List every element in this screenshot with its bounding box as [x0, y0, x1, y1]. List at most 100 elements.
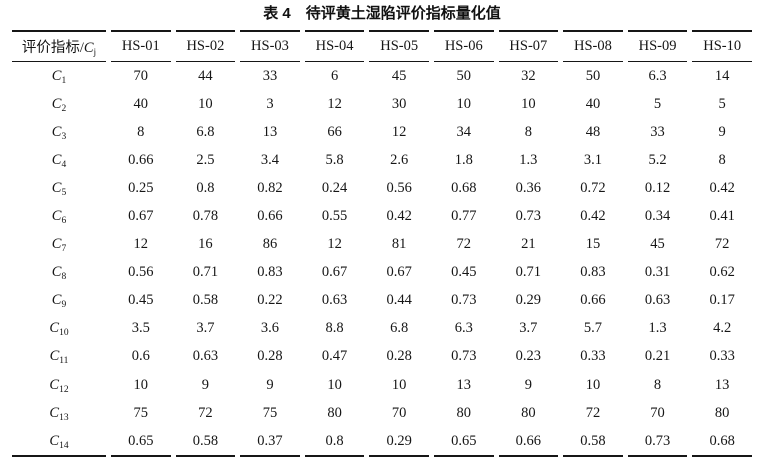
cell-value: 13	[456, 376, 472, 393]
cell-value: 0.65	[433, 427, 494, 458]
cell-value: 16	[198, 236, 213, 253]
cell-value: 0.12	[644, 179, 671, 196]
cell-value: 0.24	[321, 179, 348, 196]
cell-value: 0.45	[451, 264, 477, 281]
cell-value: 0.68	[692, 427, 752, 458]
indicator-symbol: C	[51, 151, 62, 168]
header-cell-sample: HS-06	[433, 30, 494, 62]
cell-value: 0.66	[128, 151, 154, 168]
cell-value: 8	[137, 123, 145, 140]
cell-value: 9	[201, 376, 210, 393]
cell-value: 70	[133, 67, 149, 84]
indicator-subscript: 4	[61, 159, 67, 170]
table-row: C5 0.25 0.8 0.82 0.24 0.56 0.68 0.36 0.72 0.12 0.4…	[12, 174, 752, 202]
cell-value: 0.67	[321, 264, 348, 281]
indicator-subscript: 9	[61, 300, 67, 311]
cell-value: 50	[585, 67, 601, 84]
cell-value: 6.3	[454, 320, 473, 337]
cell-value: 80	[327, 404, 342, 421]
cell-value: 33	[262, 67, 278, 84]
cell-value: 1.3	[648, 320, 667, 337]
indicator-symbol: C	[51, 123, 62, 140]
cell-value: 8	[718, 151, 726, 168]
cell-value: 5	[718, 95, 726, 112]
cell-value: 0.25	[128, 179, 154, 196]
row-indicator-label: C1	[12, 62, 106, 90]
indicator-symbol: C	[51, 236, 62, 253]
cell-value: 12	[133, 236, 149, 253]
cell-value: 66	[327, 123, 342, 140]
table-row: C1 70 44 33 6 45 50 32 50 6.3 14	[12, 62, 752, 90]
cell-value: 0.42	[386, 208, 412, 225]
indicator-symbol: C	[51, 264, 62, 281]
cell-value: 0.63	[192, 348, 219, 365]
cell-value: 10	[327, 376, 342, 393]
indicator-symbol: C	[51, 95, 62, 112]
table-row: C12 10 9 9 10 10 13 9 10 8 13	[12, 371, 752, 399]
cell-value: 6	[330, 67, 339, 84]
row-indicator-label: C8	[12, 259, 106, 287]
indicator-subscript: 14	[59, 440, 69, 451]
cell-value: 21	[521, 236, 536, 253]
cell-value: 3.7	[196, 320, 215, 337]
row-indicator-label: C11	[12, 343, 106, 371]
row-indicator-label: C9	[12, 287, 106, 315]
quantified-values-table: 评价指标/Cj HS-01 HS-02 HS-03 HS-04 HS-05 HS-06 HS…	[7, 30, 757, 458]
cell-value: 12	[327, 236, 342, 253]
cell-value: 0.33	[580, 348, 606, 365]
cell-value: 12	[327, 95, 342, 112]
cell-value: 0.55	[321, 208, 348, 225]
cell-value: 48	[585, 123, 601, 140]
indicator-subscript: 3	[61, 131, 67, 142]
cell-value: 45	[391, 67, 407, 84]
cell-value: 1.8	[454, 151, 473, 168]
cell-value: 0.28	[257, 348, 283, 365]
cell-value: 0.6	[131, 348, 150, 365]
cell-value: 75	[133, 404, 149, 421]
cell-value: 15	[585, 236, 601, 253]
cell-value: 9	[718, 123, 726, 140]
cell-value: 0.58	[175, 427, 236, 458]
cell-value: 0.44	[386, 292, 412, 309]
cell-value: 70	[650, 404, 665, 421]
cell-value: 10	[585, 376, 601, 393]
header-row: 评价指标/Cj HS-01 HS-02 HS-03 HS-04 HS-05 HS-06 HS…	[12, 30, 752, 62]
cell-value: 0.58	[192, 292, 219, 309]
cell-value: 0.29	[515, 292, 542, 309]
indicator-subscript: 1	[61, 75, 67, 86]
table-body: C1 70 44 33 6 45 50 32 50 6.3 14 C2 40 10 3 12 30 10 10 40 5…	[12, 62, 752, 458]
header-cell-indicator: 评价指标/Cj	[12, 30, 106, 62]
cell-value: 0.62	[709, 264, 735, 281]
header-cell-sample: HS-10	[692, 30, 752, 62]
cell-value: 12	[391, 123, 407, 140]
cell-value: 0.71	[515, 264, 542, 281]
cell-value: 40	[585, 95, 601, 112]
table-row: C13 75 72 75 80 70 80 80 72 70 80	[12, 399, 752, 427]
cell-value: 0.65	[111, 427, 171, 458]
cell-value: 3.1	[583, 151, 603, 168]
cell-value: 72	[585, 404, 601, 421]
cell-value: 10	[521, 95, 536, 112]
cell-value: 1.3	[519, 151, 538, 168]
cell-value: 72	[714, 236, 730, 253]
cell-value: 40	[133, 95, 149, 112]
header-cell-sample: HS-08	[563, 30, 623, 62]
cell-value: 6.8	[390, 320, 409, 337]
row-indicator-label: C10	[12, 315, 106, 343]
table-row: C2 40 10 3 12 30 10 10 40 5 5	[12, 90, 752, 118]
cell-value: 0.31	[644, 264, 671, 281]
table-row: C8 0.56 0.71 0.83 0.67 0.67 0.45 0.71 0.83 0.31 0.…	[12, 259, 752, 287]
cell-value: 0.82	[257, 179, 283, 196]
header-cell-sample: HS-07	[498, 30, 559, 62]
cell-value: 0.67	[128, 208, 154, 225]
cell-value: 9	[524, 376, 532, 393]
cell-value: 8	[653, 376, 662, 393]
cell-value: 80	[456, 404, 472, 421]
cell-value: 5.8	[325, 151, 344, 168]
cell-value: 0.21	[644, 348, 671, 365]
indicator-subscript: 2	[61, 103, 67, 114]
cell-value: 0.28	[386, 348, 412, 365]
cell-value: 0.22	[257, 292, 283, 309]
header-cell-sample: HS-03	[240, 30, 300, 62]
